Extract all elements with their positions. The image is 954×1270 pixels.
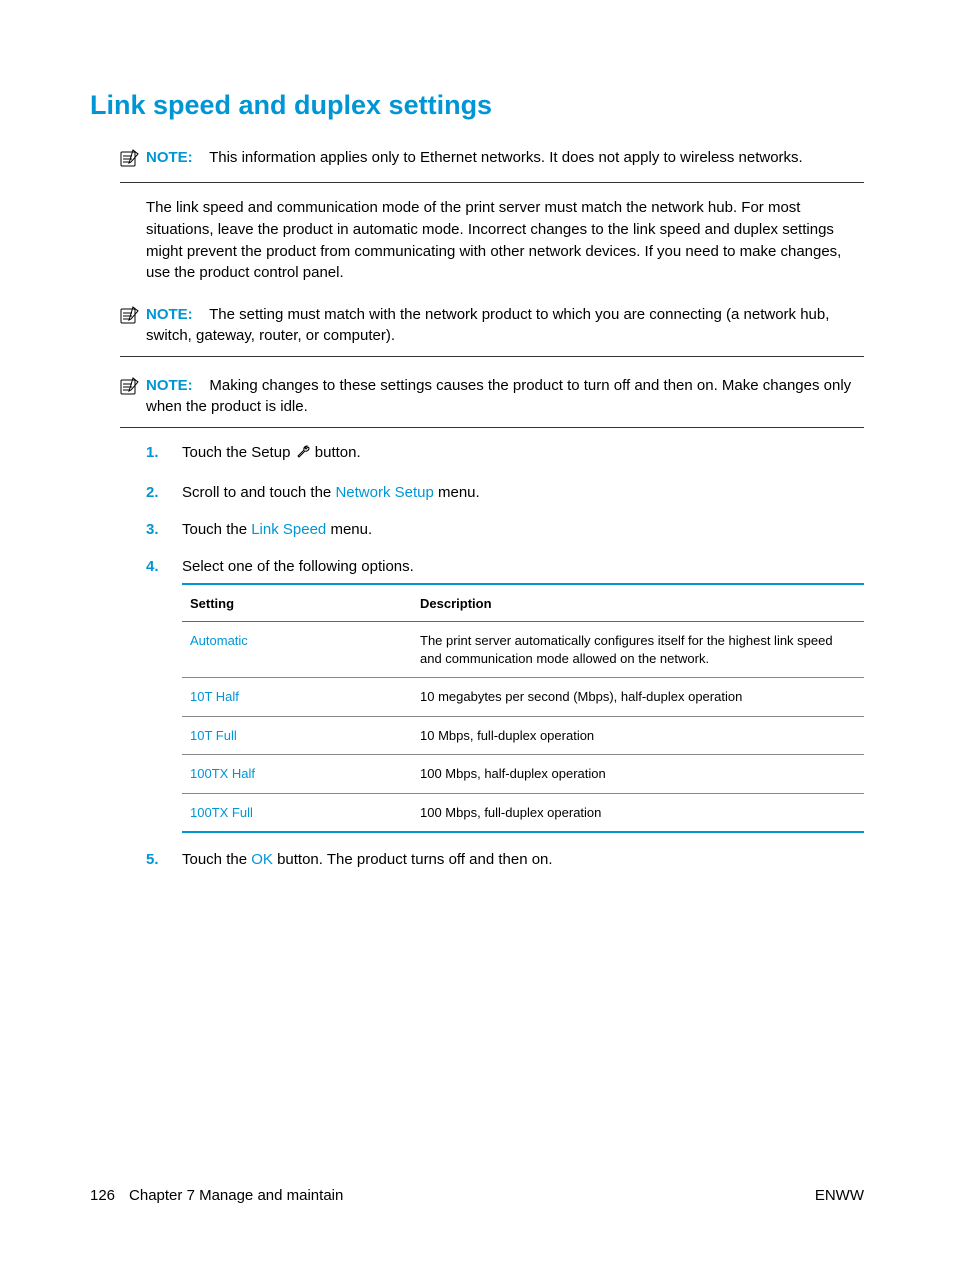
note-block: NOTE: The setting must match with the ne…	[120, 300, 864, 357]
step-text-pre: Touch the	[182, 521, 251, 538]
note-label: NOTE:	[146, 306, 193, 323]
table-header-row: Setting Description	[182, 584, 864, 622]
setting-cell: 10T Full	[182, 716, 412, 755]
step-text-pre: Scroll to and touch the	[182, 484, 335, 501]
ui-term-network-setup: Network Setup	[335, 484, 433, 501]
description-cell: 10 megabytes per second (Mbps), half-dup…	[412, 678, 864, 717]
setting-cell: 10T Half	[182, 678, 412, 717]
step-item: 2. Scroll to and touch the Network Setup…	[146, 482, 864, 503]
step-text-pre: Touch the	[182, 851, 251, 868]
note-label: NOTE:	[146, 377, 193, 394]
step-item: 3. Touch the Link Speed menu.	[146, 519, 864, 540]
ui-term-link-speed: Link Speed	[251, 521, 326, 538]
description-cell: 100 Mbps, half-duplex operation	[412, 755, 864, 794]
step-text-pre: Touch the Setup	[182, 444, 295, 461]
table-header-setting: Setting	[182, 584, 412, 622]
description-cell: 10 Mbps, full-duplex operation	[412, 716, 864, 755]
step-text-post: menu.	[326, 521, 372, 538]
step-text-post: button. The product turns off and then o…	[273, 851, 553, 868]
step-item: 5. Touch the OK button. The product turn…	[146, 849, 864, 870]
description-cell: The print server automatically configure…	[412, 622, 864, 678]
table-row: 10T Half 10 megabytes per second (Mbps),…	[182, 678, 864, 717]
footer-right: ENWW	[815, 1187, 864, 1204]
step-number: 1.	[146, 442, 159, 463]
note-label: NOTE:	[146, 149, 193, 166]
step-text-post: button.	[311, 444, 361, 461]
page-footer: 126 Chapter 7 Manage and maintain ENWW	[90, 1187, 864, 1204]
ui-term-ok: OK	[251, 851, 273, 868]
step-item: 4. Select one of the following options. …	[146, 556, 864, 833]
table-header-description: Description	[412, 584, 864, 622]
table-row: Automatic The print server automatically…	[182, 622, 864, 678]
document-page: Link speed and duplex settings NOTE: Thi…	[0, 0, 954, 1270]
settings-table: Setting Description Automatic The print …	[182, 583, 864, 833]
note-body: NOTE: Making changes to these settings c…	[146, 375, 864, 417]
step-number: 4.	[146, 556, 159, 577]
note-icon	[120, 149, 142, 172]
step-number: 2.	[146, 482, 159, 503]
note-icon	[120, 306, 142, 329]
note-block: NOTE: Making changes to these settings c…	[120, 371, 864, 428]
description-cell: 100 Mbps, full-duplex operation	[412, 793, 864, 832]
note-body: NOTE: This information applies only to E…	[146, 147, 864, 168]
page-number: 126	[90, 1187, 115, 1204]
note-text: Making changes to these settings causes …	[146, 377, 851, 415]
note-body: NOTE: The setting must match with the ne…	[146, 304, 864, 346]
setting-cell: 100TX Half	[182, 755, 412, 794]
setting-cell: 100TX Full	[182, 793, 412, 832]
setting-cell: Automatic	[182, 622, 412, 678]
step-item: 1. Touch the Setup button.	[146, 442, 864, 466]
step-number: 3.	[146, 519, 159, 540]
step-text-post: menu.	[434, 484, 480, 501]
intro-paragraph: The link speed and communication mode of…	[146, 197, 864, 284]
page-title: Link speed and duplex settings	[90, 90, 864, 121]
table-row: 100TX Full 100 Mbps, full-duplex operati…	[182, 793, 864, 832]
table-row: 100TX Half 100 Mbps, half-duplex operati…	[182, 755, 864, 794]
chapter-label: Chapter 7 Manage and maintain	[129, 1187, 343, 1204]
step-number: 5.	[146, 849, 159, 870]
steps-list: 1. Touch the Setup button. 2. Scroll to …	[146, 442, 864, 870]
note-icon	[120, 377, 142, 400]
note-block: NOTE: This information applies only to E…	[120, 143, 864, 183]
note-text: This information applies only to Etherne…	[209, 149, 803, 166]
setup-wrench-icon	[295, 444, 311, 466]
note-text: The setting must match with the network …	[146, 306, 829, 344]
step-text-pre: Select one of the following options.	[182, 558, 414, 575]
table-row: 10T Full 10 Mbps, full-duplex operation	[182, 716, 864, 755]
